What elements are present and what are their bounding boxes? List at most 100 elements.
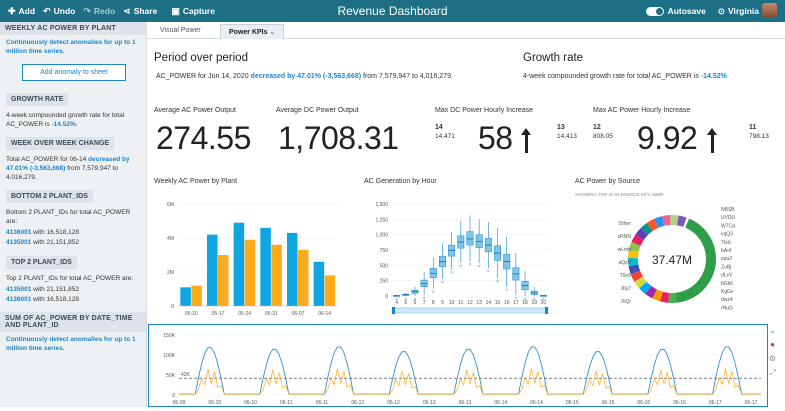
bar — [260, 227, 271, 306]
y-tick-label: 50K — [166, 373, 176, 379]
bottom-plants-tag: BOTTOM 2 PLANT_IDS — [6, 190, 93, 203]
bar — [233, 222, 245, 306]
sum-insight-text: Continuously detect anomalies for up to … — [6, 335, 136, 352]
add-anomaly-button[interactable]: Add anomaly to sheet — [22, 63, 126, 81]
donut-label-right: UVDU — [721, 215, 736, 221]
donut-slice — [639, 281, 652, 294]
donut-slice — [662, 215, 671, 226]
x-tick-label: 17 — [513, 300, 519, 306]
x-tick-label: 05-17 — [212, 311, 225, 317]
outlier — [496, 280, 499, 283]
capture-button[interactable]: ▣ Capture — [171, 5, 215, 17]
range-slider-handle — [392, 307, 395, 314]
avg-dc-value: 1,708.31 — [278, 120, 399, 156]
series-line — [179, 368, 761, 395]
x-tick-label: 8 — [432, 300, 435, 306]
bottom-plants-text: Bottom 2 PLANT_IDs for total AC_POWER ar… — [6, 209, 131, 226]
x-tick-label: 9 — [441, 300, 444, 306]
y-tick-label: 250 — [380, 279, 389, 285]
x-tick-label: 5 — [404, 300, 407, 306]
x-tick-label: 06-09 — [173, 400, 186, 406]
donut-slice — [634, 276, 647, 289]
check-icon[interactable]: ⌄ — [769, 326, 776, 335]
max-dc-value: 58 — [478, 120, 513, 156]
outlier — [514, 296, 517, 299]
donut-center-label: 37.47M — [652, 253, 692, 267]
chevron-down-icon[interactable]: ⌄ — [269, 29, 276, 36]
toolbar-right: Autosave ⊙ Virginia — [645, 6, 759, 17]
tab-visual-power[interactable]: Visual Power — [160, 27, 201, 34]
ac-generation-box-chart: 0 250 500 750 1,000 1,250 1,500 4 5 6 7 8 9 10 11 12 13 1… — [375, 202, 549, 314]
avatar[interactable] — [762, 3, 777, 18]
top-plants-text: Top 2 PLANT_IDs for total AC_POWER are: — [6, 275, 134, 283]
x-tick-label: 12 — [467, 300, 473, 306]
growth-title: Growth rate — [523, 52, 584, 64]
bottom-plant-1: 4136001 with 16,518,128 — [6, 229, 80, 237]
sheet-tabs: Visual Power Power KPIs ⌄ — [148, 22, 785, 39]
timeline-controls: ⌄ ● ⚙ ⤢ — [764, 322, 782, 407]
x-tick-label: 19 — [531, 300, 537, 306]
undo-button[interactable]: ↶ Undo — [43, 5, 76, 17]
outlier — [432, 290, 435, 293]
max-dc-label: Max DC Power Hourly Increase — [435, 107, 534, 114]
range-slider — [391, 307, 549, 314]
donut-slice — [628, 249, 639, 259]
redo-icon: ↷ — [83, 5, 91, 16]
growth-rate-tag: GROWTH RATE — [6, 92, 69, 106]
x-tick-label: 06-16 — [673, 400, 686, 406]
avg-ac-value: 274.55 — [156, 120, 251, 156]
weekly-insight-text: Continuously detect anomalies for up to … — [6, 39, 136, 55]
outlier — [459, 264, 462, 267]
top-plants-tag: TOP 2 PLANT_IDS — [6, 256, 77, 270]
expand-icon[interactable]: ⤢ — [769, 368, 776, 377]
x-tick-label: 6 — [414, 300, 417, 306]
undo-icon: ↶ — [43, 5, 51, 16]
y-tick-label: 0 — [172, 393, 175, 399]
donut-slice — [628, 257, 639, 267]
autosave-label: Autosave — [667, 6, 706, 16]
redo-button[interactable]: ↷ Redo — [83, 5, 116, 17]
add-button[interactable]: ✚ Add — [8, 5, 36, 17]
x-tick-label: 06-14 — [318, 311, 331, 317]
avg-dc-label: Average DC Power Output — [276, 107, 359, 114]
dashboard-title: Revenue Dashboard — [337, 4, 448, 18]
x-tick-label: 05-24 — [238, 311, 251, 317]
x-tick-label: 06-13 — [459, 400, 472, 406]
donut-label-right: W7Ca — [721, 223, 735, 229]
donut-label-right: bGk6 — [721, 281, 733, 287]
donut-label-right: bAof — [721, 248, 732, 254]
donut-label-left: XiQr — [621, 299, 631, 305]
y-tick-label: 2M — [167, 270, 174, 276]
donut-slice — [668, 292, 677, 303]
bar — [313, 261, 325, 306]
donut-slice — [645, 286, 657, 299]
autosave-toggle[interactable] — [645, 6, 664, 16]
x-tick-label: 06-15 — [602, 400, 615, 406]
tab-power-kpis[interactable]: Power KPIs ⌄ — [220, 24, 285, 39]
bar — [180, 287, 191, 306]
outlier — [524, 297, 527, 300]
wow-change-text: Total AC_POWER for 06-14 decreased by 47… — [6, 155, 130, 181]
x-tick-label: 18 — [522, 300, 528, 306]
outlier — [423, 296, 426, 299]
donut-slice — [675, 218, 716, 303]
x-tick-label: 05-10 — [185, 311, 198, 317]
gear-icon[interactable]: ⚙ — [768, 354, 777, 363]
share-button[interactable]: ⋖ Share — [123, 5, 158, 17]
donut-label-left: aQzV — [618, 260, 631, 266]
max-ac-from: 12 808.05 — [593, 124, 613, 140]
location-label[interactable]: Virginia — [727, 6, 759, 16]
donut-slice — [646, 218, 659, 232]
outlier — [533, 297, 536, 300]
donut-slice — [628, 264, 641, 275]
bar — [298, 249, 309, 306]
x-tick-label: 14 — [486, 300, 492, 306]
bar — [244, 239, 256, 306]
timeline-panel[interactable]: 0 50K 100K 150K 42K 06-09 06-10 06-10 06-11 06-11… — [148, 324, 768, 407]
bar — [287, 232, 298, 306]
y-tick-label: 1,000 — [375, 233, 388, 239]
up-arrow-icon — [707, 128, 717, 153]
alert-icon[interactable]: ● — [770, 340, 775, 349]
donut-label-right: 7lolc — [721, 240, 732, 246]
x-tick-label: 06-12 — [387, 400, 400, 406]
